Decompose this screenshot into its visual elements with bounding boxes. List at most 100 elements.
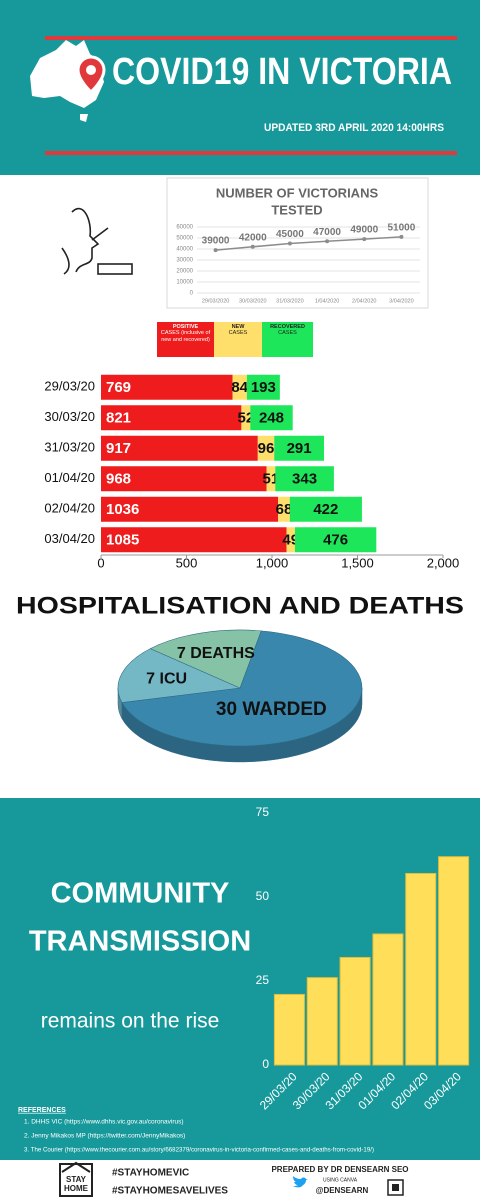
legend-text: NEW CASES <box>216 324 260 337</box>
data-label: 821 <box>106 410 131 427</box>
bar-segment <box>294 527 377 553</box>
y-tick-label: 30000 <box>176 258 193 264</box>
logo-text: STAY <box>66 1175 87 1184</box>
bar-segment <box>101 527 287 553</box>
data-label: 248 <box>259 410 284 427</box>
bar-segment <box>101 374 233 400</box>
legend-text: POSITIVE CASES (inclusive of new and reco… <box>159 324 212 343</box>
hashtag: #STAYHOMESAVELIVES <box>112 1186 228 1197</box>
data-label: 84 <box>231 379 248 396</box>
bar <box>306 977 338 1066</box>
legend-caption: CASES (inclusive of new and recovered) <box>160 330 211 343</box>
data-label: 52 <box>237 410 254 427</box>
x-tick-label: 31/03/2020 <box>276 298 304 304</box>
data-point <box>399 234 404 239</box>
y-tick-label: 0 <box>262 1057 269 1071</box>
bar-segment <box>101 496 279 522</box>
logo-roof <box>61 1161 91 1173</box>
bar <box>405 872 437 1066</box>
bar-segment <box>278 496 290 522</box>
data-label: 7 ICU <box>146 670 187 687</box>
bar <box>438 856 470 1066</box>
references-title: REFERENCES <box>18 1107 66 1114</box>
data-label: 193 <box>251 379 276 396</box>
hashtag: #STAYHOMEVIC <box>112 1168 189 1179</box>
legend-caption: CASES <box>228 330 248 337</box>
y-tick-label: 01/04/20 <box>44 470 95 485</box>
data-label: 30 WARDED <box>216 699 327 720</box>
bar-segment <box>275 466 334 492</box>
y-tick-label: 50000 <box>176 236 193 242</box>
y-tick-label: 29/03/20 <box>44 379 95 394</box>
reference: 1. DHHS VIC (https://www.dhhs.vic.gov.au… <box>24 1119 184 1126</box>
data-label: 291 <box>287 440 312 457</box>
twitter-icon <box>293 1176 308 1188</box>
y-tick-label: 03/04/20 <box>44 531 95 546</box>
data-label: 422 <box>313 501 338 518</box>
data-label: 7 DEATHS <box>177 645 255 662</box>
header-rule <box>45 151 457 155</box>
x-tick-label: 1,500 <box>341 555 374 570</box>
bar-segment <box>246 374 280 400</box>
x-tick-label: 3/04/2020 <box>389 298 413 304</box>
x-tick-label: 1/04/2020 <box>315 298 339 304</box>
y-tick-label: 25 <box>256 973 270 987</box>
y-tick-label: 0 <box>190 291 194 297</box>
data-point <box>362 237 367 242</box>
y-tick-label: 60000 <box>176 225 193 231</box>
legend-swatch <box>262 322 313 357</box>
legend-label: RECOVERED <box>270 324 305 330</box>
y-tick-label: 20000 <box>176 269 193 275</box>
data-label: 917 <box>106 440 131 457</box>
y-tick-label: 50 <box>256 889 270 903</box>
header-rule <box>45 36 457 40</box>
y-tick-label: 40000 <box>176 247 193 253</box>
bar <box>339 956 371 1066</box>
data-point <box>213 248 218 253</box>
test-icon <box>61 207 133 275</box>
bar-segment <box>241 405 251 431</box>
bar-segment <box>101 466 267 492</box>
bar-segment <box>101 405 242 431</box>
x-tick-label: 1,000 <box>256 555 289 570</box>
pie-slice <box>121 630 363 747</box>
data-line <box>215 236 402 251</box>
data-label: 769 <box>106 379 131 396</box>
bar-segment <box>266 466 276 492</box>
bar-segment <box>101 435 258 461</box>
bar-segment <box>257 435 275 461</box>
x-tick-label: 500 <box>176 555 198 570</box>
reference: 2. Jenny Mikakos MP (https://twitter.com… <box>24 1133 185 1140</box>
x-tick-label: 30/03/2020 <box>239 298 267 304</box>
tool: USING CANVA <box>323 1177 358 1183</box>
bar-segment <box>250 405 293 431</box>
data-label: 968 <box>106 471 131 488</box>
chart-title: TRANSMISSION <box>29 926 251 958</box>
chart-subtitle: remains on the rise <box>41 1010 220 1033</box>
y-tick-label: 31/03/20 <box>44 440 95 455</box>
y-tick-label: 02/04/20 <box>44 501 95 516</box>
bar-segment <box>286 527 295 553</box>
bar <box>273 993 305 1066</box>
data-label: 51000 <box>388 223 416 234</box>
pin-dot <box>86 65 96 75</box>
data-label: 45000 <box>276 229 304 240</box>
data-label: 1085 <box>106 532 139 549</box>
bar <box>372 933 404 1066</box>
chart-title: NUMBER OF VICTORIANS <box>216 185 379 200</box>
data-point <box>325 239 330 244</box>
bar-segment <box>274 435 324 461</box>
data-label: 49000 <box>350 225 378 236</box>
y-tick-label: 30/03/20 <box>44 409 95 424</box>
qr-code-inner <box>392 1184 399 1191</box>
data-label: 51 <box>263 471 280 488</box>
x-tick-label: 2,000 <box>427 555 460 570</box>
bar-segment <box>232 374 247 400</box>
data-label: 68 <box>276 501 293 518</box>
data-label: 47000 <box>313 227 341 238</box>
legend-swatch <box>157 322 214 357</box>
